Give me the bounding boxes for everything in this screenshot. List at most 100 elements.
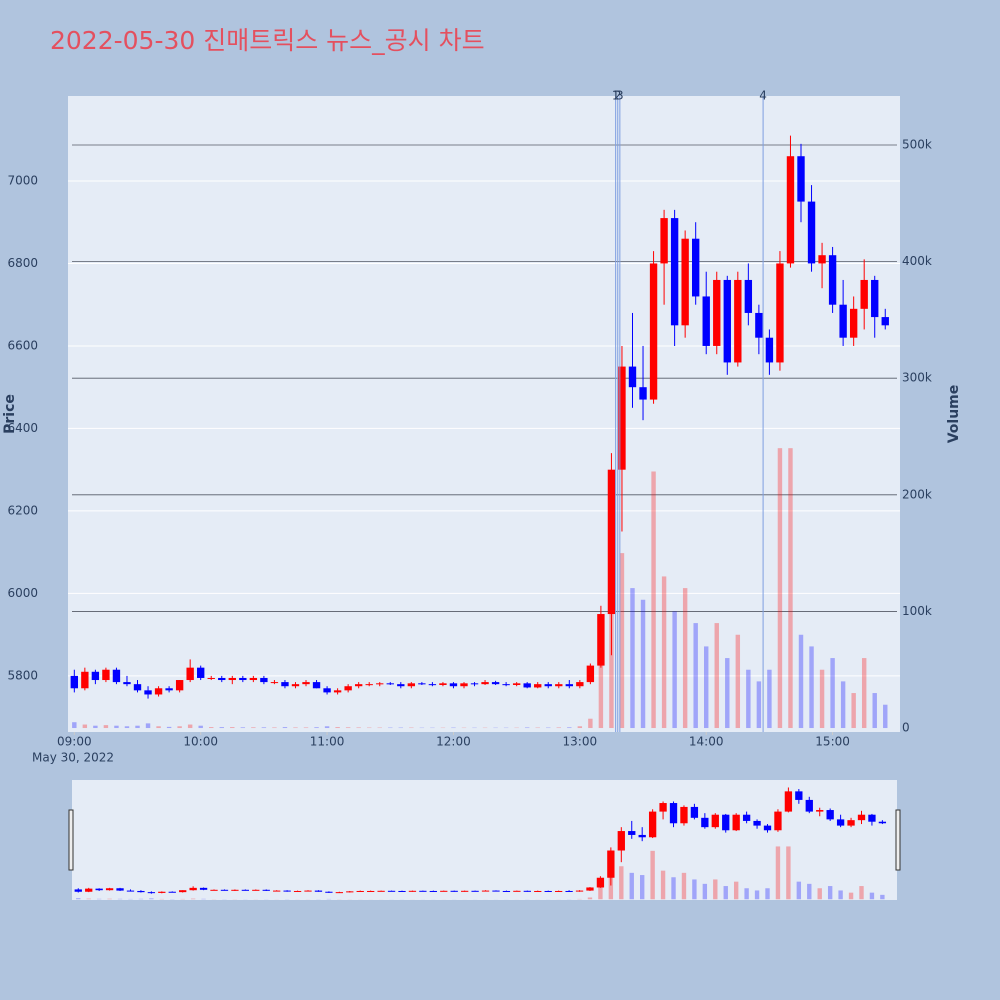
y-tick-label: 7000 <box>7 173 38 187</box>
candle-body <box>481 682 489 685</box>
volume-bar <box>124 726 130 729</box>
candle-body <box>713 279 721 346</box>
candle-body-mini <box>85 888 93 892</box>
volume-bar-mini <box>744 888 749 900</box>
y2-axis-title: Volume <box>946 385 962 444</box>
volume-bar <box>693 623 698 729</box>
volume-bar <box>661 576 667 729</box>
volume-bar <box>219 727 224 729</box>
volume-bar-mini <box>859 886 864 900</box>
volume-bar-mini <box>619 866 624 900</box>
candle-body-mini <box>450 890 458 892</box>
x-tick-label: 13:00 <box>563 735 598 749</box>
candle-body <box>102 669 110 681</box>
candle-body <box>449 683 458 687</box>
candle-body <box>723 279 731 363</box>
candle-body <box>639 387 647 400</box>
volume-bar <box>356 727 361 729</box>
candle-body-mini <box>628 831 636 835</box>
candle-body <box>239 677 247 681</box>
candle-body-mini <box>325 891 333 893</box>
volume-bar-mini <box>817 888 822 900</box>
candle-body-mini <box>795 791 803 800</box>
volume-bar <box>767 669 772 729</box>
candle-body <box>386 683 394 685</box>
volume-bar-mini <box>775 846 781 900</box>
candle-body-mini <box>367 890 375 892</box>
candle-body <box>333 690 342 693</box>
volume-bar <box>251 727 256 729</box>
candle-body-mini <box>669 803 678 824</box>
volume-bar <box>103 725 109 729</box>
candle-body-mini <box>513 890 521 892</box>
volume-bar <box>861 658 867 729</box>
event-label: 1 <box>612 89 620 103</box>
candle-body <box>512 683 521 685</box>
candle-body <box>534 684 542 688</box>
volume-bar <box>619 553 625 729</box>
candle-body-mini <box>179 890 187 893</box>
candle-body-mini <box>534 890 542 892</box>
candle-body <box>91 671 100 681</box>
candle-body <box>491 682 500 685</box>
candle-body <box>302 682 310 685</box>
candle-body-mini <box>220 889 229 891</box>
volume-bar <box>735 634 741 729</box>
candle-body <box>354 684 363 687</box>
candle-body-mini <box>252 889 260 891</box>
candle-body <box>765 337 774 363</box>
candle-body-mini <box>492 890 500 892</box>
volume-bar-mini <box>671 877 676 900</box>
range-slider[interactable] <box>72 780 897 900</box>
candle-body <box>860 279 868 309</box>
volume-bar-mini <box>786 846 791 900</box>
candle-body-mini <box>377 890 385 892</box>
candle-body-mini <box>273 890 281 892</box>
candle-body <box>418 683 426 685</box>
candle-body-mini <box>596 877 605 888</box>
candle-body-mini <box>241 889 250 891</box>
volume-bar <box>324 726 330 729</box>
candle-body <box>81 671 89 689</box>
volume-bar <box>714 623 719 729</box>
volume-bar <box>314 727 319 729</box>
candle-body-mini <box>147 892 156 894</box>
candle-body-mini <box>408 890 417 892</box>
volume-bar <box>872 693 877 729</box>
candle-body <box>555 684 563 687</box>
candle-body <box>207 677 215 679</box>
volume-bar <box>556 727 561 729</box>
volume-bar-mini <box>660 870 666 900</box>
candle-body-mini <box>774 811 782 831</box>
candle-body <box>186 667 194 681</box>
volume-bar <box>187 724 193 729</box>
volume-bar-mini <box>754 890 760 900</box>
volume-bar <box>704 646 709 729</box>
candle-body-mini <box>826 810 834 820</box>
volume-bar <box>682 588 688 729</box>
candle-body <box>881 317 889 326</box>
candle-body <box>397 684 405 687</box>
candle-body <box>618 366 626 470</box>
candle-body-mini <box>137 890 145 893</box>
candle-body <box>502 684 510 686</box>
y-tick-label: 6400 <box>7 421 38 435</box>
candle-body <box>365 684 373 686</box>
candle-body-mini <box>638 834 646 838</box>
slider-handle[interactable] <box>895 809 901 871</box>
volume-bar <box>630 588 635 729</box>
candle-body-mini <box>565 890 573 892</box>
volume-bar-mini <box>76 898 81 900</box>
volume-bar <box>851 693 856 729</box>
volume-bar-mini <box>796 881 802 900</box>
candle-body <box>681 238 689 326</box>
volume-bar-mini <box>827 886 833 900</box>
candle-body-mini <box>335 892 343 894</box>
volume-bar <box>809 646 814 729</box>
candle-body-mini <box>398 890 406 892</box>
candle-body-mini <box>648 811 657 838</box>
volume-bar <box>261 727 267 729</box>
volume-bar <box>777 448 783 729</box>
x-tick-label: 15:00 <box>815 735 850 749</box>
slider-handle[interactable] <box>68 809 74 871</box>
